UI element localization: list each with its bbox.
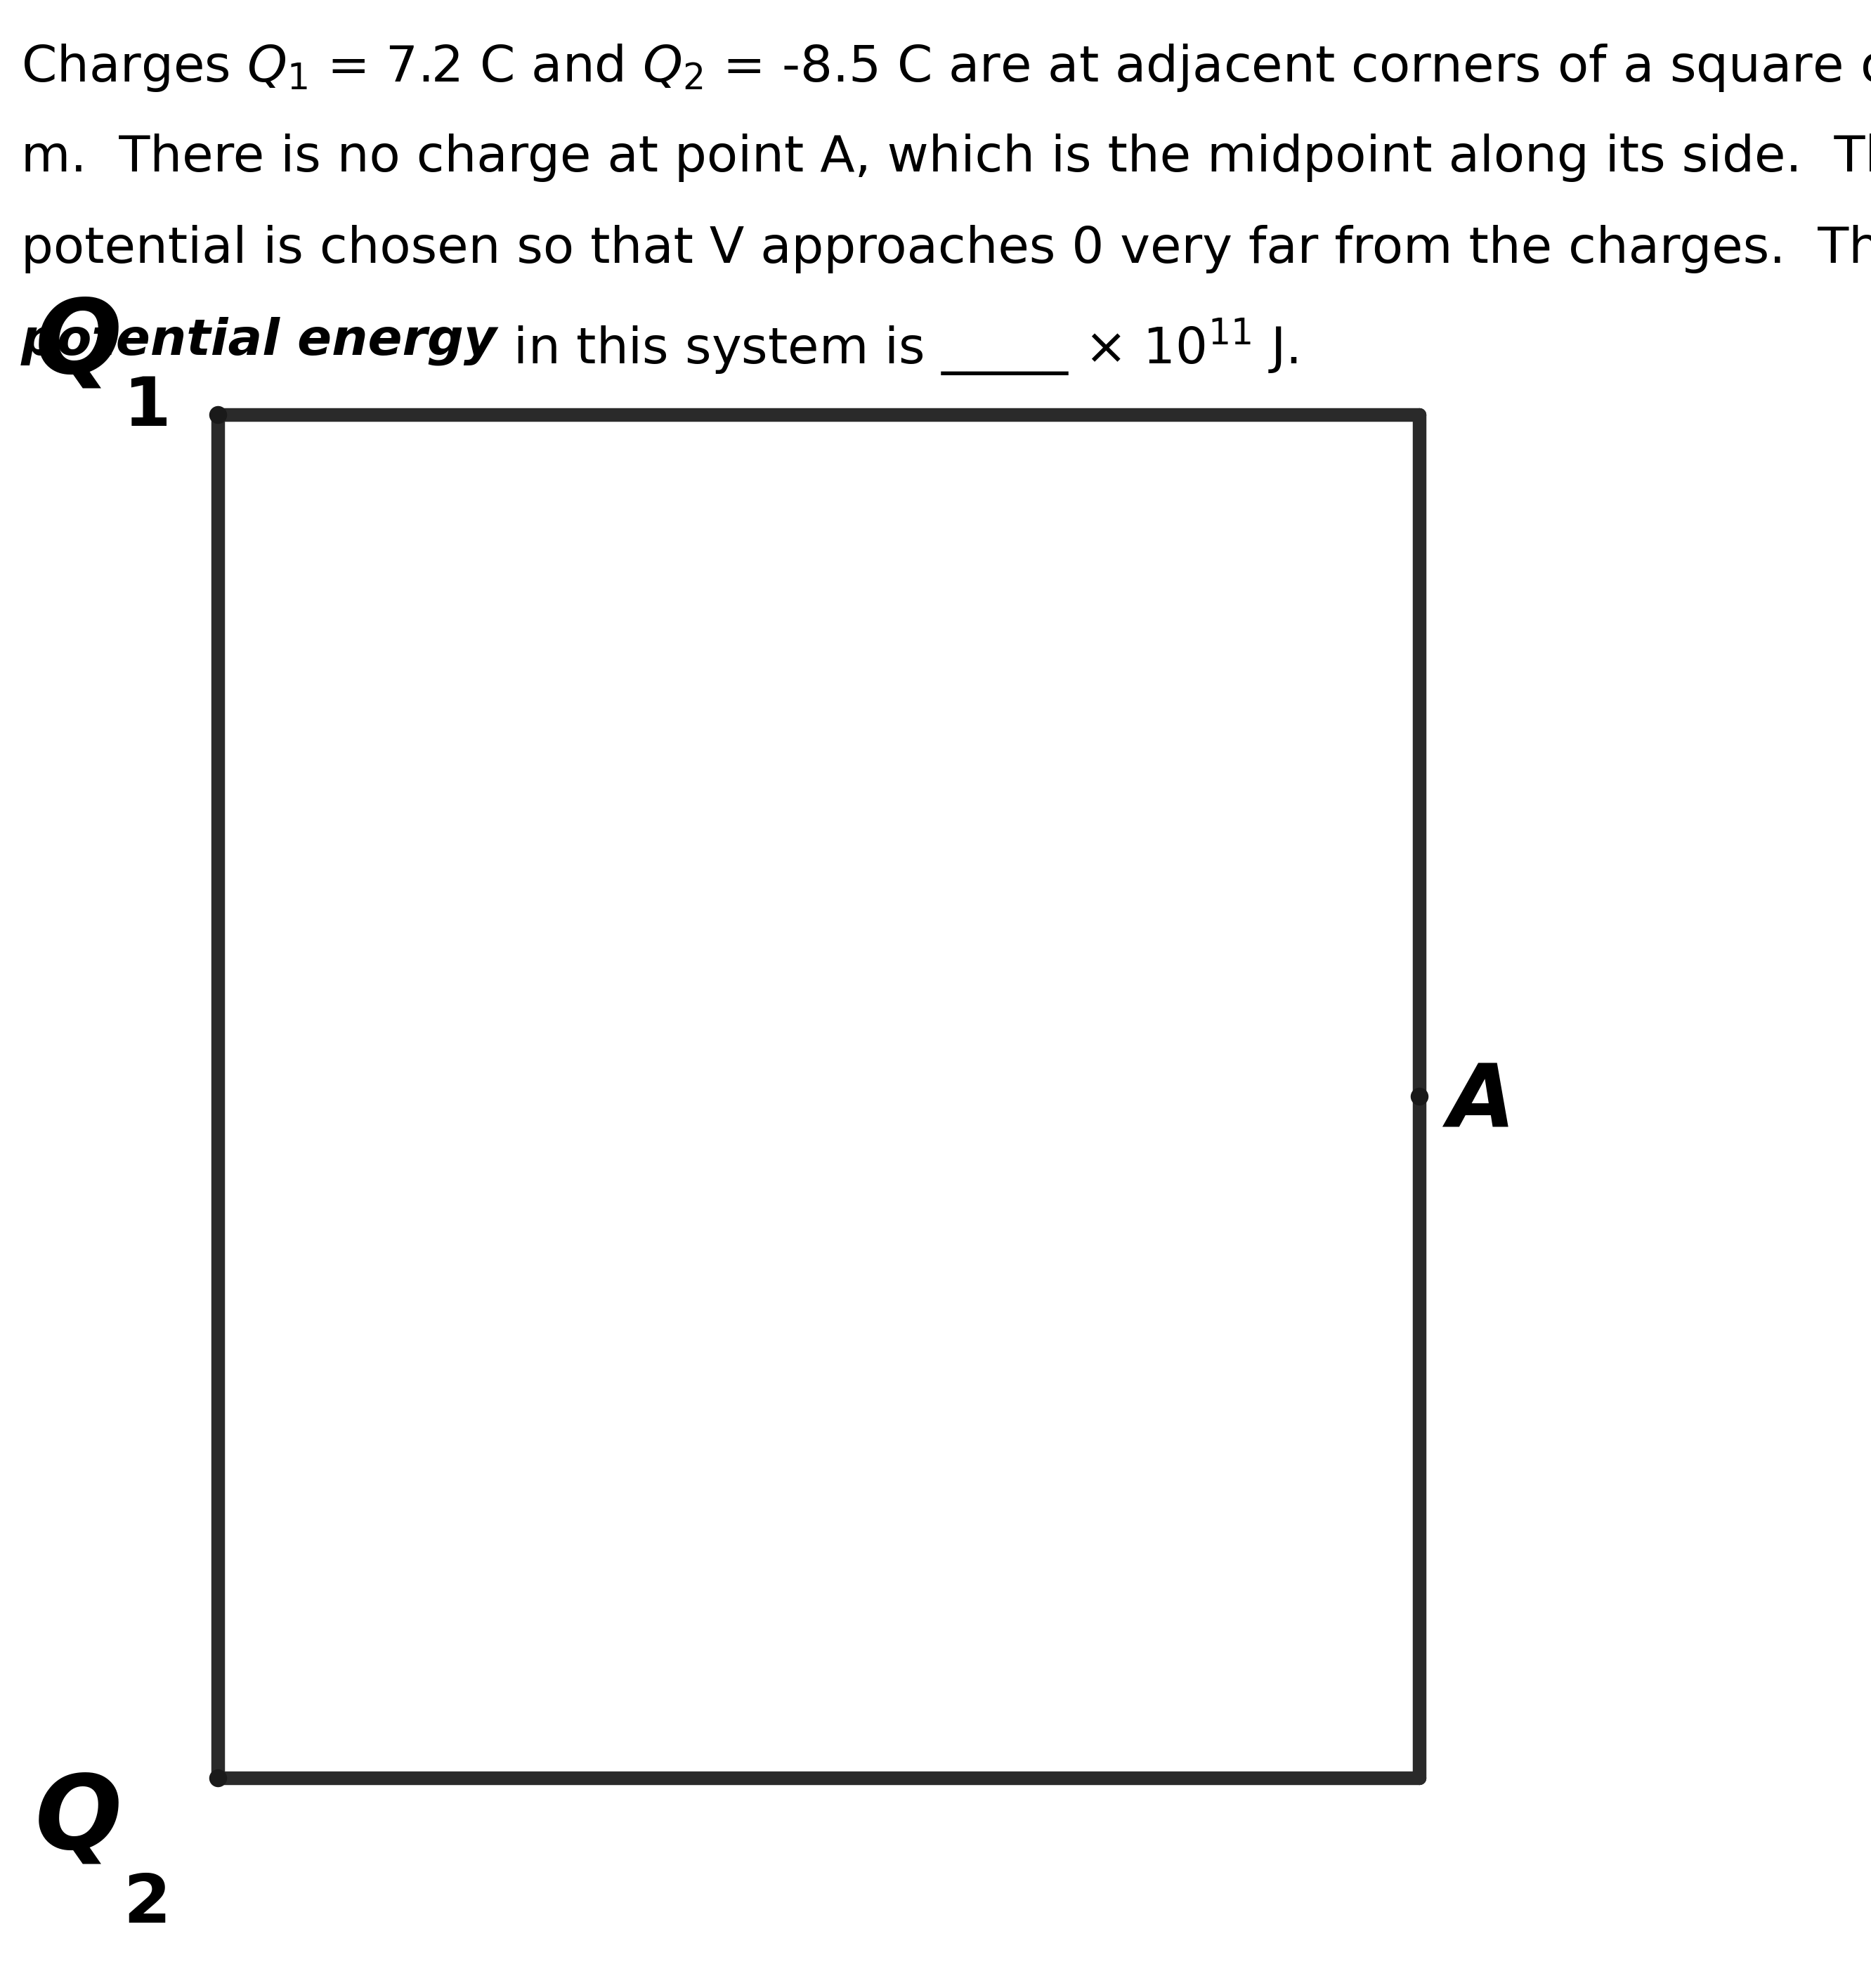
Point	[202, 400, 232, 431]
Text: Charges $Q_1$ = 7.2 C and $Q_2$ = -8.5 C are at adjacent corners of a square of : Charges $Q_1$ = 7.2 C and $Q_2$ = -8.5 C…	[21, 42, 1871, 93]
Text: 2: 2	[123, 1871, 170, 1936]
Text: potential is chosen so that V approaches 0 very far from the charges.  The elect: potential is chosen so that V approaches…	[21, 225, 1871, 274]
Point	[202, 1761, 232, 1793]
Text: in this system is _____ $\times$ $10^{11}$ J.: in this system is _____ $\times$ $10^{11…	[498, 316, 1298, 378]
Text: m.  There is no charge at point A, which is the midpoint along its side.  The: m. There is no charge at point A, which …	[21, 133, 1871, 183]
Text: potential energy: potential energy	[21, 316, 498, 366]
Text: A: A	[1448, 1062, 1516, 1145]
Text: Q: Q	[36, 294, 122, 394]
Point	[1405, 1079, 1435, 1111]
Text: 1: 1	[123, 376, 170, 439]
Text: Q: Q	[36, 1771, 122, 1869]
